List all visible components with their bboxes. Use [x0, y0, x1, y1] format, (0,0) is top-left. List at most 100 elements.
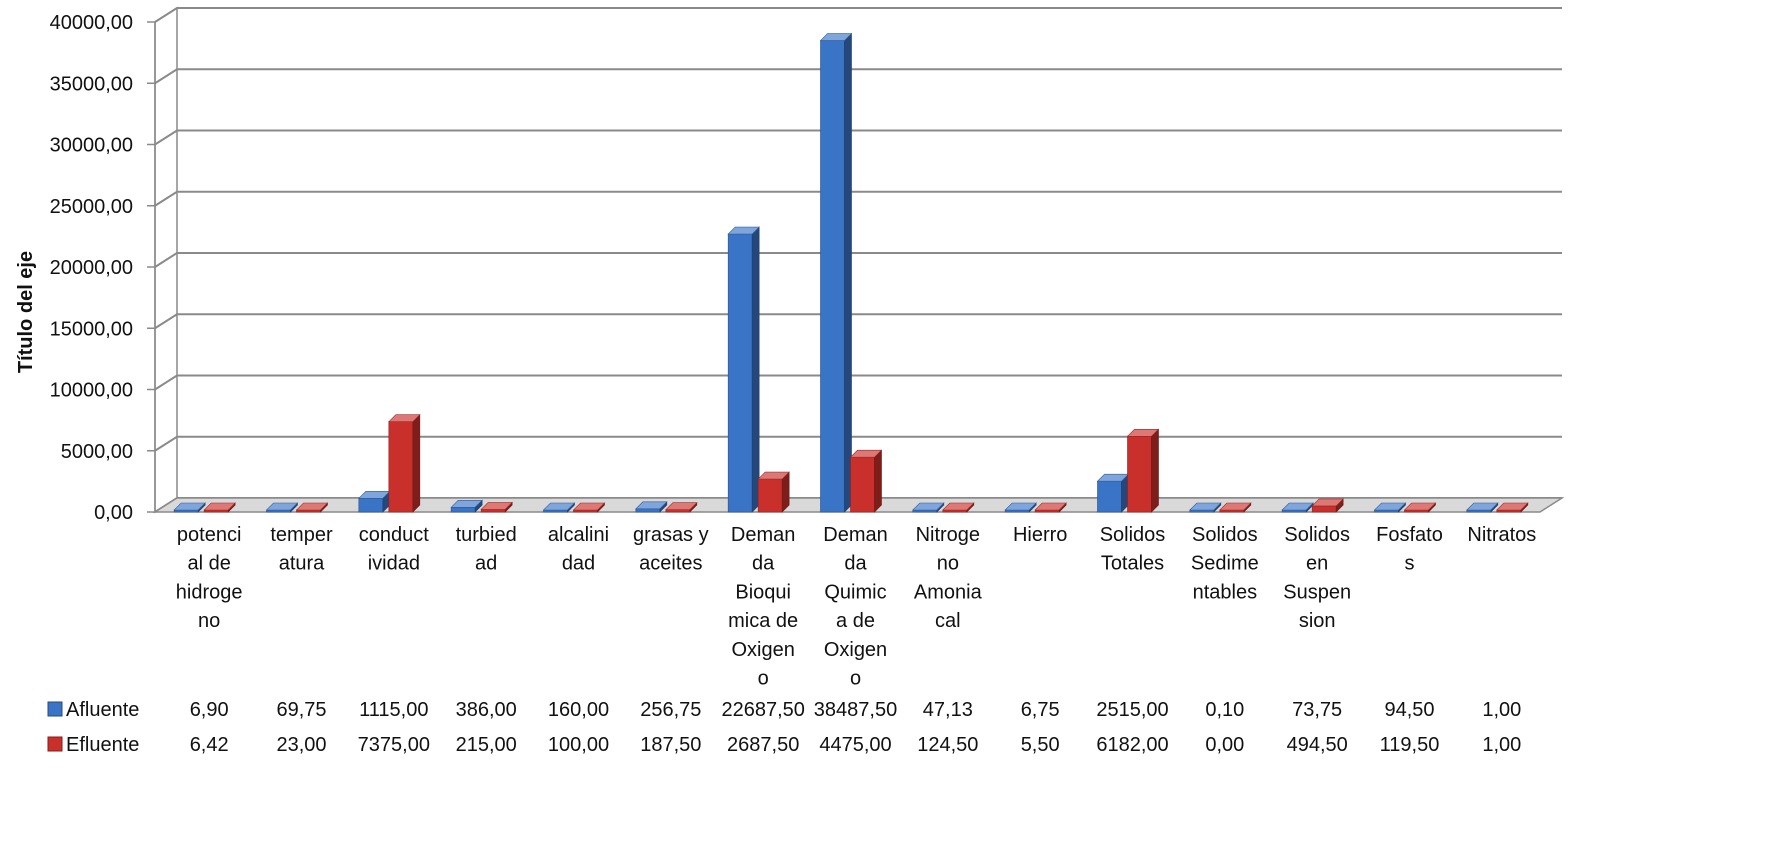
data-table-cell: 0,00	[1205, 734, 1244, 756]
legend-label-efluente: Efluente	[66, 734, 139, 756]
bar-afluente	[1189, 502, 1222, 513]
data-table-cell: 494,50	[1287, 734, 1348, 756]
bar-afluente-front	[358, 498, 384, 513]
y-tick-label: 0,00	[94, 502, 133, 524]
bar-efluente	[480, 501, 513, 513]
x-category-label: potenci al de hidroge no	[176, 524, 243, 632]
bar-efluente	[295, 502, 329, 513]
data-table-cell: 7375,00	[358, 734, 430, 756]
gridline	[154, 313, 1562, 330]
data-table-cell: 256,75	[640, 699, 701, 721]
y-tick-label: 15000,00	[50, 318, 133, 340]
bar-efluente	[203, 502, 236, 513]
y-axis-title: Título del eje	[15, 251, 37, 373]
bar-afluente	[635, 501, 668, 513]
bar-efluente-top	[665, 502, 698, 511]
bar-efluente-top	[757, 471, 790, 480]
bar-afluente-top	[265, 502, 299, 511]
gridline	[154, 252, 1562, 268]
legend-key-afluente	[47, 701, 63, 717]
data-table-cell: 160,00	[548, 699, 609, 721]
x-category-label: Hierro	[1013, 524, 1067, 546]
x-category-label: conduct ividad	[359, 524, 429, 575]
bar-efluente-side	[412, 413, 421, 513]
data-table-cell: 187,50	[640, 734, 701, 756]
bar-afluente-front	[727, 233, 753, 513]
bar-efluente	[572, 502, 606, 513]
legend-key-efluente	[47, 736, 63, 752]
bar-afluente	[1466, 502, 1499, 513]
bar-afluente-top	[542, 502, 576, 511]
bar-afluente-top	[819, 33, 853, 41]
x-category-label: Solidos Sedime ntables	[1191, 524, 1259, 603]
bar-afluente-front	[450, 506, 476, 513]
bar-afluente-top	[450, 499, 483, 508]
bar-efluente	[1403, 502, 1437, 513]
gridline	[154, 129, 1562, 146]
data-table-cell: 94,50	[1384, 699, 1434, 721]
bar-efluente-front	[850, 456, 875, 513]
bar-afluente-side	[751, 226, 760, 513]
y-tick-label: 40000,00	[50, 12, 133, 34]
x-category-label: Nitroge no Amonia cal	[914, 524, 983, 632]
data-table-cell: 4475,00	[819, 734, 891, 756]
bar-afluente-top	[1373, 502, 1407, 511]
gridline	[154, 435, 1562, 452]
bar-afluente-front	[1097, 480, 1122, 513]
bar-efluente-top	[1219, 502, 1252, 511]
bar-efluente-top	[1126, 428, 1160, 437]
y-tick-label: 35000,00	[50, 73, 133, 95]
bar-afluente-front	[635, 508, 661, 513]
bar-efluente	[1311, 498, 1344, 513]
bar-afluente	[727, 226, 760, 513]
data-table-cell: 47,13	[923, 699, 973, 721]
data-table-cell: 6,75	[1021, 699, 1060, 721]
bar-afluente	[819, 32, 853, 513]
data-table-cell: 73,75	[1292, 699, 1342, 721]
bar-afluente-top	[912, 502, 945, 511]
x-category-label: alcalini dad	[548, 524, 609, 575]
data-table-cell: 22687,50	[721, 699, 804, 721]
data-table-cell: 23,00	[276, 734, 326, 756]
x-category-label: grasas y aceites	[633, 524, 709, 575]
data-table-cell: 0,10	[1205, 699, 1244, 721]
bar-afluente-top	[1281, 502, 1314, 511]
bar-efluente-top	[572, 502, 606, 511]
data-table-cell: 124,50	[917, 734, 978, 756]
bar-efluente-top	[480, 502, 513, 510]
bar-afluente-top	[727, 226, 760, 235]
bar-efluente-top	[1403, 502, 1437, 511]
bar-efluente-top	[295, 502, 329, 511]
x-axis: potenci al de hidroge no temper atura conduct i…	[176, 524, 1536, 690]
bar-efluente-front	[665, 509, 691, 513]
bar-afluente-top	[1004, 502, 1037, 511]
bar-efluente-front	[480, 509, 506, 513]
bar-afluente	[1281, 502, 1314, 513]
bars	[173, 32, 1529, 513]
x-category-label: Nitratos	[1467, 524, 1536, 546]
bar-afluente-front	[820, 40, 845, 513]
data-table-cell: 100,00	[548, 734, 609, 756]
data-table-cell: 119,50	[1380, 734, 1440, 756]
bar-efluente-front	[1127, 435, 1152, 513]
data-table-cell: 6,90	[190, 699, 229, 721]
bar-efluente-top	[203, 502, 236, 511]
bar-efluente	[849, 449, 883, 513]
bar-afluente	[912, 502, 945, 513]
bar-efluente	[1034, 502, 1067, 513]
y-axis: 0,00 5000,00 10000,00 15000,00 20000,00 25000…	[50, 12, 156, 524]
data-table-cell: 38487,50	[814, 699, 897, 721]
y-tick-label: 5000,00	[61, 441, 133, 463]
bar-afluente	[358, 490, 391, 513]
x-category-label: turbied ad	[456, 524, 517, 575]
data-table-cell: 5,50	[1021, 734, 1060, 756]
bar-efluente-top	[1034, 502, 1067, 511]
y-tick-label: 25000,00	[50, 196, 133, 218]
bar-afluente-top	[1189, 502, 1222, 511]
gridline	[154, 68, 1562, 85]
x-category-label: Deman da Bioqui mica de Oxigen o	[728, 524, 798, 690]
gridlines	[154, 7, 1562, 513]
bar-efluente-top	[388, 414, 421, 422]
bar-afluente	[542, 502, 576, 513]
bar-efluente-front	[1311, 505, 1337, 513]
